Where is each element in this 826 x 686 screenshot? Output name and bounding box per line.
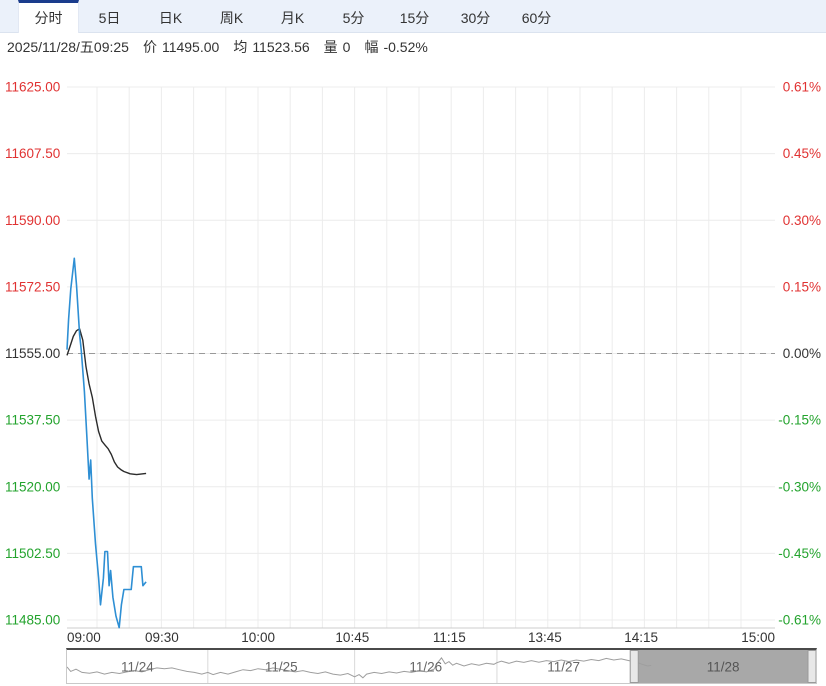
x-axis-label: 10:00 (241, 630, 275, 645)
navigator-right-handle[interactable] (807, 650, 816, 683)
change-label: 幅 (364, 39, 379, 55)
navigator-sparkline (67, 657, 652, 679)
y-axis-right-label: 0.00% (783, 346, 821, 361)
period-tab-7[interactable]: 30分 (460, 9, 491, 26)
y-axis-right-label: -0.61% (778, 613, 821, 628)
quote-change-group: 幅 -0.52% (364, 37, 427, 57)
y-axis-left-label: 11572.50 (5, 279, 60, 294)
x-axis-label: 10:45 (335, 630, 369, 645)
x-axis-label: 15:00 (741, 630, 775, 645)
navigator-day-label[interactable]: 11/25 (265, 660, 298, 675)
price-line (66, 257, 147, 629)
period-tab-8[interactable]: 60分 (521, 9, 552, 26)
volume-value: 0 (342, 39, 351, 55)
y-axis-left-label: 11485.00 (5, 613, 60, 628)
x-axis-label: 11:15 (433, 630, 466, 645)
y-axis-left-label: 11502.50 (5, 546, 60, 561)
quote-datetime: 2025/11/28/五09:25 (7, 39, 129, 55)
period-tab-3[interactable]: 周K (219, 9, 244, 26)
y-axis-right-label: 0.30% (783, 213, 821, 228)
average-value: 11523.56 (252, 39, 310, 55)
navigator-day-label[interactable]: 11/24 (121, 660, 154, 675)
navigator-day-label[interactable]: 11/27 (547, 660, 580, 675)
change-value: -0.52% (383, 39, 428, 55)
y-axis-right-label: 0.45% (783, 146, 821, 161)
average-line (66, 328, 147, 476)
x-axis-label: 09:00 (67, 630, 101, 645)
y-axis-left-label: 11590.00 (5, 213, 60, 228)
x-axis-label: 09:30 (145, 630, 179, 645)
period-tab-2[interactable]: 日K (158, 9, 183, 26)
volume-label: 量 (323, 39, 338, 55)
period-tab-6[interactable]: 15分 (399, 9, 430, 26)
period-tabbar: 分时 5日 日K 周K 月K 5分 15分 30分 60分 (0, 0, 826, 33)
price-label: 价 (142, 39, 157, 55)
y-axis-right-label: 0.15% (783, 279, 821, 294)
period-tab-0[interactable]: 分时 (18, 0, 79, 33)
x-axis-label: 13:45 (528, 630, 562, 645)
y-axis-right-label: 0.61% (783, 80, 821, 95)
quote-price-group: 价 11495.00 (143, 37, 219, 57)
y-axis-right-label: -0.30% (778, 479, 821, 494)
y-axis-left-label: 11520.00 (5, 479, 60, 494)
navigator-svg: 11/24 11/25 11/26 11/27 11/28 (67, 650, 816, 683)
intraday-chart-svg: 11625.00 0.61% 11607.50 0.45% 11590.00 0.30% 1… (5, 80, 821, 646)
navigator-day-label[interactable]: 11/26 (409, 660, 442, 675)
y-axis-left-label: 11537.50 (5, 413, 60, 428)
navigator-selection[interactable] (630, 650, 816, 683)
y-axis-left-label: 11625.00 (5, 80, 60, 95)
navigator-left-handle[interactable] (629, 650, 639, 683)
y-axis-left-label: 11607.50 (5, 146, 60, 161)
period-tab-1[interactable]: 5日 (98, 9, 121, 26)
price-value: 11495.00 (161, 39, 220, 55)
y-axis-right-label: -0.15% (778, 413, 821, 428)
y-axis-left-label: 11555.00 (5, 346, 60, 361)
period-tab-5[interactable]: 5分 (342, 9, 365, 26)
navigator-day-label[interactable]: 11/28 (707, 660, 740, 675)
average-label: 均 (233, 39, 248, 55)
intraday-chart-plot[interactable]: 11625.00 0.61% 11607.50 0.45% 11590.00 0.30% 1… (0, 60, 826, 648)
x-axis-label: 14:15 (624, 630, 658, 645)
period-tab-4[interactable]: 月K (280, 9, 305, 26)
y-axis-right-label: -0.45% (778, 546, 821, 561)
quote-average-group: 均 11523.56 (233, 37, 309, 57)
date-range-navigator[interactable]: 11/24 11/25 11/26 11/27 11/28 (66, 648, 817, 684)
